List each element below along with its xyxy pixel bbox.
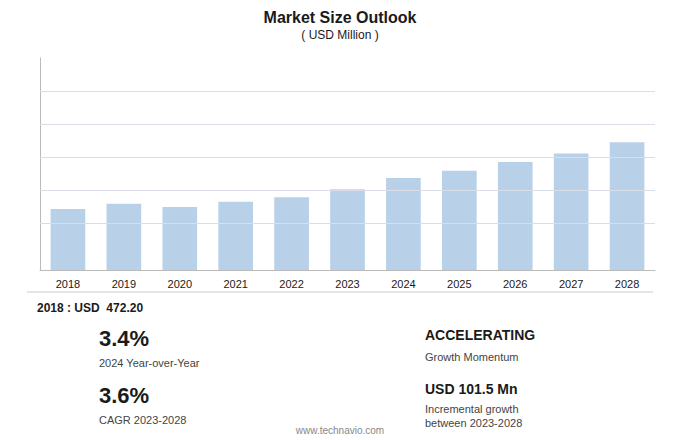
svg-text:2021: 2021 — [223, 278, 247, 290]
svg-text:ACCELERATING: ACCELERATING — [425, 327, 535, 343]
svg-text:2026: 2026 — [503, 278, 527, 290]
svg-text:2019: 2019 — [112, 278, 136, 290]
svg-text:3.4%: 3.4% — [99, 326, 149, 351]
svg-text:between 2023-2028: between 2023-2028 — [425, 417, 522, 429]
svg-text:Incremental growth: Incremental growth — [425, 403, 519, 415]
svg-text:2024 Year-over-Year: 2024 Year-over-Year — [99, 357, 200, 369]
svg-text:3.6%: 3.6% — [99, 383, 149, 408]
svg-text:2025: 2025 — [447, 278, 471, 290]
svg-text:USD 101.5 Mn: USD 101.5 Mn — [425, 381, 518, 397]
svg-text:2020: 2020 — [168, 278, 192, 290]
svg-text:2023: 2023 — [335, 278, 359, 290]
svg-text:2022: 2022 — [279, 278, 303, 290]
svg-text:2024: 2024 — [391, 278, 415, 290]
svg-text:www.technavio.com: www.technavio.com — [295, 425, 384, 436]
svg-text:2018: 2018 — [56, 278, 80, 290]
svg-text:CAGR 2023-2028: CAGR 2023-2028 — [99, 414, 186, 426]
svg-text:2018 : USD 472.20: 2018 : USD 472.20 — [37, 301, 143, 315]
svg-text:2027: 2027 — [559, 278, 583, 290]
svg-text:( USD Million ): ( USD Million ) — [301, 28, 378, 42]
svg-text:Growth Momentum: Growth Momentum — [425, 351, 519, 363]
svg-text:2028: 2028 — [615, 278, 639, 290]
svg-text:Market Size Outlook: Market Size Outlook — [264, 9, 417, 26]
